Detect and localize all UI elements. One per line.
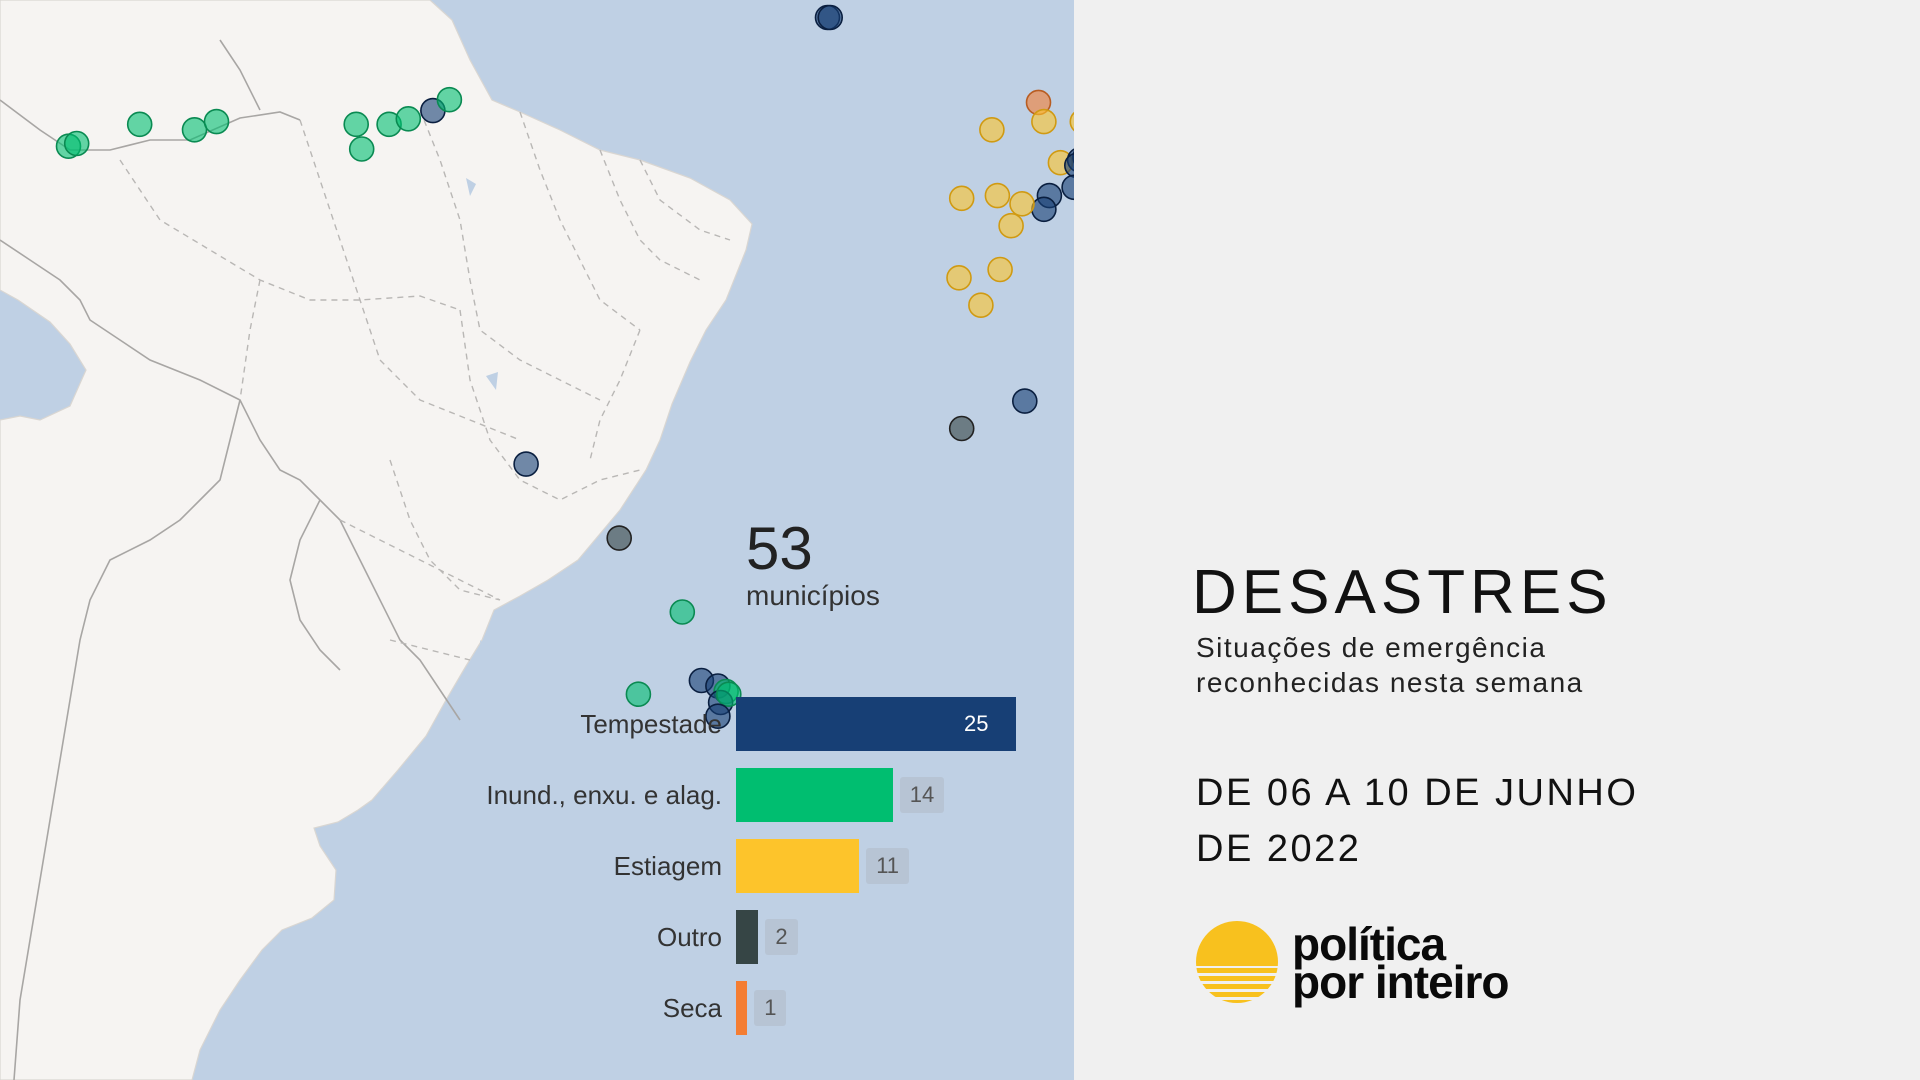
map-marker-6[interactable] [348, 136, 375, 162]
bar-value-label: 11 [866, 848, 910, 884]
bar-label-row: Seca [0, 981, 722, 1035]
bar[interactable] [736, 981, 748, 1035]
map-marker-26[interactable] [948, 185, 975, 212]
bar-label-row: Estiagem [0, 839, 722, 893]
state-borders [119, 109, 731, 661]
count-label: municípios [746, 580, 880, 611]
river-mark-2 [486, 372, 498, 390]
map-marker-5[interactable] [343, 111, 370, 138]
map-marker-3[interactable] [181, 117, 208, 143]
bar-label-row: Outro [0, 910, 722, 964]
map-marker-37[interactable] [669, 599, 696, 625]
map-marker-43[interactable] [625, 681, 652, 708]
map-marker-30[interactable] [946, 264, 972, 291]
logo-text-line-2: por inteiro [1292, 956, 1509, 1008]
info-panel [1074, 0, 1920, 1080]
map-marker-4[interactable] [203, 108, 230, 135]
date-range-line-1: DE 06 A 10 DE JUNHO [1196, 772, 1639, 814]
bar-label: Estiagem [613, 851, 722, 881]
bar[interactable] [736, 697, 1016, 751]
bar-label-row: Tempestade [0, 697, 722, 751]
logo-text-line-1: política [1292, 918, 1446, 970]
bar-value-label: 25 [964, 711, 989, 736]
map-marker-32[interactable] [968, 292, 994, 319]
map-markers [55, 4, 1074, 730]
bar[interactable] [736, 768, 893, 822]
map-marker-23[interactable] [1061, 174, 1074, 201]
map-marker-29[interactable] [998, 212, 1024, 239]
bar-label: Seca [662, 993, 722, 1023]
page-title: DESASTRES [1192, 558, 1613, 627]
map-marker-36[interactable] [606, 525, 633, 551]
municipality-count: 53 municípios [746, 516, 880, 612]
bar[interactable] [736, 910, 759, 964]
bar-label: Outro [656, 922, 722, 952]
map-marker-31[interactable] [987, 256, 1013, 283]
map-marker-1[interactable] [63, 130, 90, 157]
map-marker-44[interactable] [705, 703, 731, 730]
map-marker-21[interactable] [1064, 152, 1074, 178]
map-marker-2[interactable] [126, 111, 153, 138]
map-marker-27[interactable] [984, 182, 1011, 209]
subtitle-line-1: Situações de emergência [1196, 632, 1547, 663]
map-marker-33[interactable] [1012, 388, 1038, 414]
brazil-map[interactable] [0, 0, 1074, 1080]
map-marker-12[interactable] [817, 4, 844, 31]
map-marker-35[interactable] [513, 451, 539, 477]
map-marker-10[interactable] [436, 86, 463, 113]
country-border [0, 39, 461, 1080]
bar-value-label: 14 [899, 777, 945, 813]
bar-value-label: 1 [754, 990, 787, 1026]
map-marker-15[interactable] [1069, 110, 1074, 134]
bar-label: Tempestade [580, 709, 722, 739]
sun-logo-icon [1196, 921, 1278, 1003]
map-marker-14[interactable] [1031, 108, 1057, 135]
bar-value-label: 2 [765, 919, 798, 955]
map-marker-28[interactable] [1009, 191, 1035, 217]
map-marker-42[interactable] [715, 681, 742, 708]
subtitle-line-2: reconhecidas nesta semana [1196, 667, 1584, 698]
bar[interactable] [736, 839, 860, 893]
map-panel[interactable]: 53 municípios Tempestade 25 Inund., enxu. … [0, 0, 1074, 1080]
river-mark-3 [480, 640, 488, 660]
map-marker-34[interactable] [948, 415, 975, 442]
map-marker-25[interactable] [1031, 196, 1057, 223]
date-range-line-2: DE 2022 [1196, 828, 1362, 870]
count-number: 53 [746, 515, 813, 582]
river-mark-1 [466, 178, 476, 196]
lagoa-dos-patos [468, 690, 486, 722]
bar-label-row: Inund., enxu. e alag. [0, 768, 722, 822]
map-marker-8[interactable] [395, 106, 422, 132]
map-marker-16[interactable] [979, 117, 1005, 143]
bar-label: Inund., enxu. e alag. [486, 780, 722, 810]
